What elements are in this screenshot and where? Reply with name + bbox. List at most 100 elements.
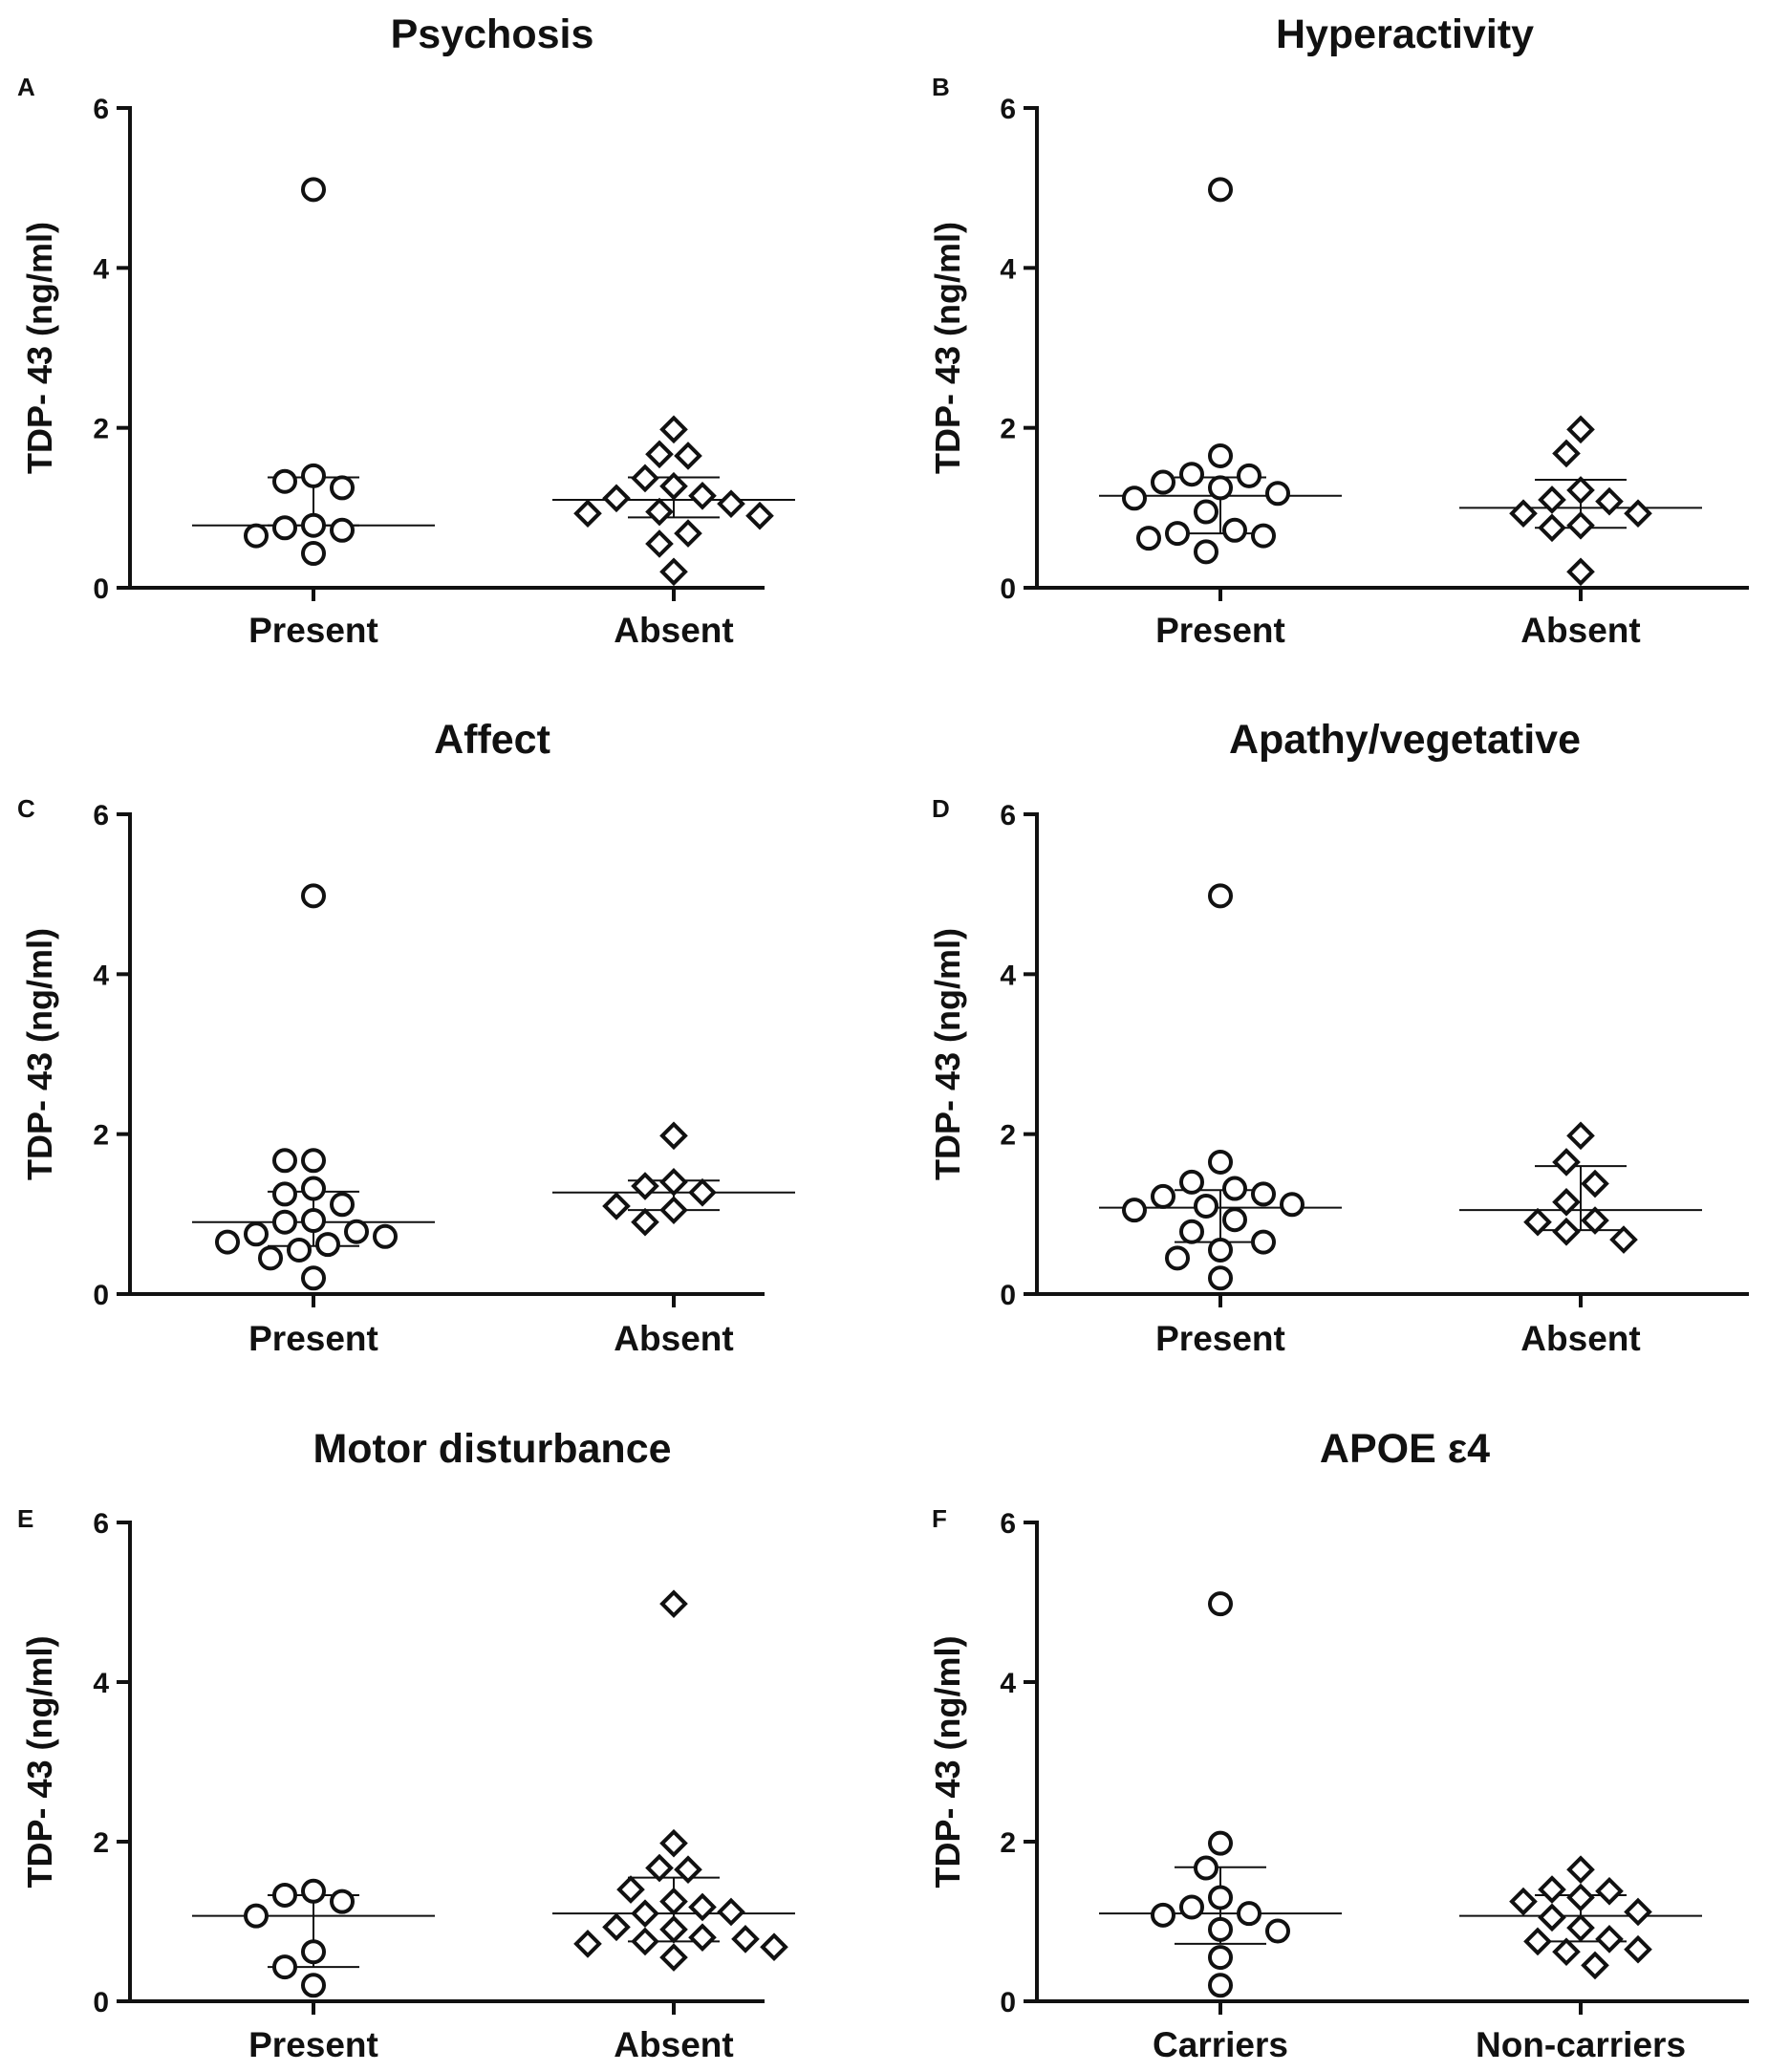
y-axis-label: TDP- 43 (ng/ml) [20, 222, 59, 474]
x-tick-label: Present [248, 2025, 378, 2064]
y-axis-label: TDP- 43 (ng/ml) [20, 1635, 59, 1888]
data-point [1237, 1901, 1261, 1927]
data-point [659, 415, 688, 444]
x-tick-label: Non-carriers [1476, 2025, 1686, 2064]
x-tick-label: Absent [614, 1319, 733, 1358]
data-point [674, 442, 702, 470]
y-tick-label: 0 [1000, 1280, 1016, 1311]
data-point [1222, 517, 1247, 543]
x-tick-label: Present [248, 611, 378, 650]
data-point [301, 177, 326, 203]
data-point [1624, 1934, 1652, 1964]
data-point [1566, 1913, 1595, 1943]
data-point [631, 1172, 659, 1200]
y-tick-label: 4 [1000, 960, 1016, 991]
data-point [745, 501, 774, 530]
data-point [1251, 1229, 1276, 1255]
data-point [272, 1209, 297, 1235]
data-point [1552, 1937, 1581, 1967]
data-point [688, 1923, 717, 1953]
data-point [1208, 1830, 1233, 1856]
data-point [659, 1828, 688, 1858]
data-point [1208, 883, 1233, 909]
panel-letter: C [17, 794, 35, 823]
data-point [1523, 1927, 1552, 1956]
data-point [1194, 1855, 1218, 1881]
data-point [602, 1192, 631, 1220]
data-point [301, 512, 326, 538]
data-point [1523, 1207, 1552, 1237]
data-point [301, 541, 326, 567]
data-point [1208, 1237, 1233, 1263]
data-point [215, 1229, 240, 1255]
panel-letter: B [932, 73, 950, 101]
panel-title: Apathy/vegetative [1229, 717, 1581, 763]
data-point [1151, 1902, 1175, 1928]
data-point [631, 1899, 659, 1928]
x-tick-label: Present [1155, 611, 1285, 650]
panel-letter: F [932, 1504, 947, 1533]
data-point [1595, 486, 1624, 516]
data-point [1208, 1973, 1233, 1998]
data-point [1208, 475, 1233, 501]
y-axis-label: TDP- 43 (ng/ml) [928, 1635, 967, 1888]
panel-title: Motor disturbance [313, 1426, 671, 1472]
data-point [1122, 1198, 1147, 1223]
data-point [1552, 1217, 1581, 1246]
data-point [1208, 1591, 1233, 1617]
data-point [1538, 486, 1566, 514]
data-point [659, 471, 688, 501]
panel-title: Affect [434, 717, 550, 763]
data-point [301, 1878, 326, 1904]
data-point [731, 1925, 760, 1953]
data-point [688, 1892, 717, 1922]
data-point [659, 1589, 688, 1618]
y-axis-label: TDP- 43 (ng/ml) [928, 222, 967, 474]
data-point [315, 1232, 340, 1258]
data-point [330, 517, 355, 543]
y-tick-label: 0 [93, 1280, 109, 1311]
data-point [659, 1168, 688, 1197]
data-point [373, 1223, 398, 1249]
y-tick-label: 6 [93, 94, 109, 125]
data-point [258, 1245, 283, 1271]
data-point [1552, 1187, 1581, 1217]
data-point [301, 1148, 326, 1174]
data-point [244, 1221, 269, 1247]
panel-title: Psychosis [391, 11, 594, 57]
data-point [1194, 539, 1218, 565]
data-point [1566, 1883, 1595, 1912]
y-tick-label: 0 [1000, 573, 1016, 605]
data-point [301, 1973, 326, 1998]
data-point [1208, 442, 1233, 468]
y-tick-label: 6 [1000, 800, 1016, 831]
data-point [272, 1181, 297, 1207]
data-point [1624, 1897, 1652, 1927]
data-point [674, 519, 702, 548]
data-point [1208, 177, 1233, 203]
data-point [301, 1265, 326, 1291]
data-point [645, 529, 674, 558]
y-tick-label: 2 [1000, 1120, 1016, 1152]
data-point [573, 1930, 602, 1958]
data-point [1179, 1169, 1204, 1195]
data-point [330, 1192, 355, 1218]
y-tick-label: 4 [93, 960, 109, 991]
x-tick-label: Present [1155, 1319, 1285, 1358]
data-point [1151, 469, 1175, 495]
y-tick-label: 2 [93, 414, 109, 445]
data-point [1208, 1149, 1233, 1175]
data-point [1595, 1925, 1624, 1953]
data-point [1566, 1121, 1595, 1151]
x-tick-label: Absent [614, 611, 733, 650]
data-point [344, 1219, 369, 1244]
data-point [272, 515, 297, 541]
data-point [301, 883, 326, 909]
data-point [1595, 1876, 1624, 1906]
data-point [301, 1208, 326, 1234]
data-point [688, 481, 717, 510]
data-point [659, 557, 688, 587]
data-point [674, 1855, 702, 1885]
y-tick-label: 6 [93, 800, 109, 831]
